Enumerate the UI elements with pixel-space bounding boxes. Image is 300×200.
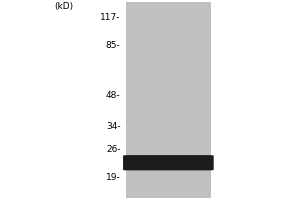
Text: 117-: 117- bbox=[100, 13, 121, 22]
Text: 34-: 34- bbox=[106, 122, 121, 131]
Text: 19-: 19- bbox=[106, 173, 121, 182]
Text: 85-: 85- bbox=[106, 41, 121, 50]
Bar bbox=[125, 2, 211, 198]
FancyBboxPatch shape bbox=[123, 155, 214, 170]
Text: (kD): (kD) bbox=[55, 2, 74, 11]
Text: 26-: 26- bbox=[106, 145, 121, 154]
Text: 48-: 48- bbox=[106, 91, 121, 100]
